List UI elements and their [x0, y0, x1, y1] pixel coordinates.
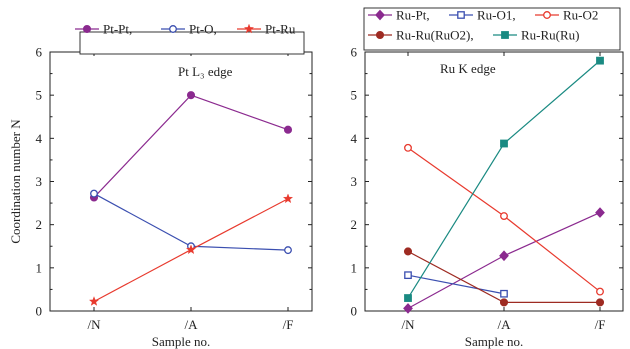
panel-annotation: Pt L₃ edge	[178, 64, 233, 79]
legend-label: Pt-O,	[189, 22, 217, 37]
legend-marker	[543, 11, 551, 19]
legend-label: Ru-O2	[563, 8, 598, 23]
y-tick-label: 5	[36, 88, 43, 103]
legend-label: Ru-Ru(RuO2),	[396, 28, 474, 43]
panel-annotation: Ru K edge	[440, 61, 496, 76]
legend-box	[363, 7, 621, 51]
legend-label: Ru-O1,	[477, 8, 516, 23]
y-tick-label: 0	[351, 304, 358, 319]
series-line	[407, 60, 601, 299]
x-tick-label: /F	[595, 317, 606, 332]
x-tick-label: /F	[283, 317, 294, 332]
data-point	[500, 139, 508, 148]
y-tick-label: 3	[351, 174, 358, 189]
y-tick-label: 4	[36, 131, 43, 146]
y-tick-label: 4	[351, 131, 358, 146]
data-point	[284, 246, 292, 255]
legend-marker	[82, 24, 92, 34]
data-point	[90, 189, 98, 198]
y-tick-label: 3	[36, 174, 43, 189]
y-tick-label: 5	[351, 88, 358, 103]
legend-label: Ru-Ru(Ru)	[521, 28, 580, 43]
data-point	[404, 294, 412, 302]
x-axis-label: Sample no.	[152, 334, 211, 349]
data-point	[499, 298, 509, 307]
data-point	[88, 296, 100, 306]
legend-marker	[375, 30, 385, 40]
y-tick-label: 0	[36, 304, 43, 319]
x-axis-label: Sample no.	[465, 334, 524, 349]
legend-label: Pt-Pt,	[103, 22, 132, 37]
plot-frame	[49, 51, 313, 312]
data-point	[185, 244, 197, 255]
data-point	[595, 207, 605, 218]
data-point	[282, 193, 294, 204]
data-point	[403, 303, 413, 314]
y-tick-label: 6	[351, 45, 358, 60]
x-tick-label: /A	[185, 317, 199, 332]
y-tick-label: 2	[351, 217, 358, 232]
legend-label: Ru-Pt,	[396, 8, 430, 23]
series-line	[93, 193, 289, 251]
legend-marker	[375, 9, 385, 21]
plot-frame	[364, 51, 624, 312]
data-point	[404, 271, 412, 280]
legend-label: Pt-Ru	[265, 22, 296, 37]
data-point	[186, 91, 196, 100]
data-point	[500, 212, 508, 220]
y-tick-label: 2	[36, 217, 43, 232]
series-line	[93, 94, 289, 198]
legend-marker	[457, 11, 465, 19]
data-point	[404, 143, 412, 152]
data-point	[596, 56, 604, 65]
legend-box	[79, 31, 305, 55]
y-tick-label: 1	[351, 260, 358, 275]
data-point	[403, 247, 413, 256]
series-line	[407, 274, 505, 295]
data-point	[500, 289, 508, 298]
legend-marker	[169, 25, 177, 33]
x-tick-label: /A	[498, 317, 512, 332]
legend-marker	[243, 23, 255, 34]
y-tick-label: 6	[36, 45, 43, 60]
y-tick-label: 1	[36, 260, 43, 275]
data-point	[595, 298, 605, 307]
y-axis-label: Coordination number N	[8, 119, 23, 244]
data-point	[283, 125, 293, 134]
data-point	[499, 250, 509, 262]
legend-marker	[501, 31, 509, 39]
x-tick-label: /N	[88, 317, 102, 332]
data-point	[596, 287, 604, 296]
x-tick-label: /N	[402, 317, 416, 332]
